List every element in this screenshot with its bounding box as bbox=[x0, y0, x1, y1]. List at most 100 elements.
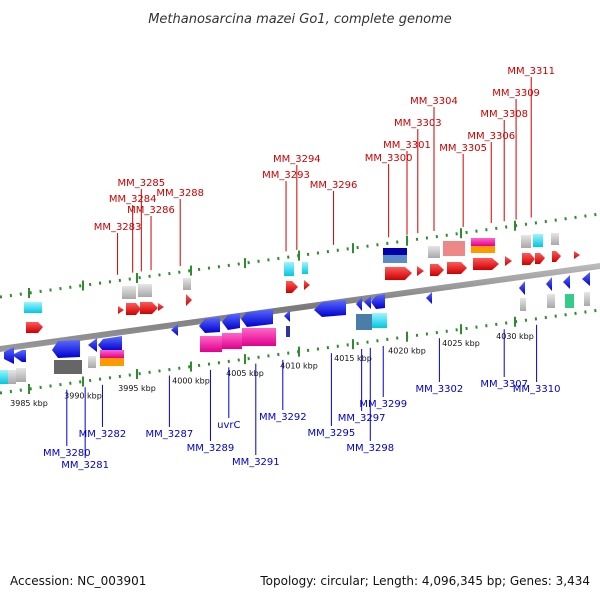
reverse-gene-label: MM_3292 bbox=[259, 412, 307, 423]
feature-block bbox=[356, 314, 372, 330]
feature-block bbox=[520, 298, 526, 311]
feature-block bbox=[547, 294, 555, 308]
feature-block bbox=[54, 360, 82, 374]
feature-block bbox=[242, 328, 276, 346]
feature-block bbox=[417, 266, 424, 276]
forward-gene-label: MM_3300 bbox=[365, 153, 413, 164]
forward-gene-label: MM_3301 bbox=[383, 140, 431, 151]
feature-block bbox=[385, 267, 412, 280]
feature-block bbox=[471, 246, 495, 253]
feature-block bbox=[428, 246, 440, 258]
forward-gene-label: MM_3305 bbox=[439, 143, 487, 154]
genome-summary-text: Topology: circular; Length: 4,096,345 bp… bbox=[259, 574, 590, 588]
forward-gene-label: MM_3303 bbox=[394, 118, 442, 129]
reverse-gene-label: MM_3281 bbox=[61, 460, 109, 471]
reverse-gene-label: MM_3299 bbox=[359, 399, 407, 410]
feature-block bbox=[241, 309, 273, 327]
forward-gene-label: MM_3288 bbox=[156, 188, 204, 199]
forward-tick-rail bbox=[0, 212, 600, 299]
forward-gene-label: MM_3284 bbox=[109, 194, 157, 205]
feature-block bbox=[100, 358, 124, 366]
map-title: Methanosarcina mazei Go1, complete genom… bbox=[148, 12, 452, 27]
scale-tick-label: 4005 kbp bbox=[226, 369, 264, 378]
genome-backbone bbox=[0, 263, 600, 352]
feature-block bbox=[304, 280, 310, 290]
feature-block bbox=[522, 253, 535, 265]
feature-blocks bbox=[0, 233, 590, 384]
feature-block bbox=[16, 368, 26, 382]
feature-block bbox=[521, 235, 531, 248]
reverse-gene-label: MM_3298 bbox=[346, 443, 394, 454]
feature-block bbox=[584, 292, 590, 306]
feature-block bbox=[98, 336, 122, 351]
feature-block bbox=[12, 350, 26, 362]
scale-tick-label: 4025 kbp bbox=[442, 339, 480, 348]
scale-ticks: 3985 kbp 3990 kbp 3995 kbp 4000 kbp 4005 kbp… bbox=[10, 220, 534, 408]
feature-block bbox=[284, 262, 294, 276]
accession-text: Accession: NC_003901 bbox=[10, 574, 146, 588]
feature-block bbox=[443, 241, 465, 256]
feature-block bbox=[505, 256, 512, 266]
reverse-gene-label: MM_3282 bbox=[79, 429, 127, 440]
reverse-gene-label: MM_3287 bbox=[146, 429, 194, 440]
feature-block bbox=[122, 286, 136, 299]
feature-block bbox=[222, 313, 240, 330]
feature-block bbox=[88, 356, 96, 368]
feature-block bbox=[565, 294, 574, 308]
feature-block bbox=[546, 277, 552, 291]
feature-block bbox=[52, 340, 80, 358]
feature-block bbox=[158, 303, 164, 311]
feature-block bbox=[286, 326, 290, 337]
feature-block bbox=[473, 258, 499, 270]
scale-tick-label: 4030 kbp bbox=[496, 332, 534, 341]
feature-block bbox=[8, 370, 16, 384]
feature-block bbox=[471, 238, 495, 246]
scale-tick-label: 4000 kbp bbox=[172, 377, 210, 386]
feature-block bbox=[563, 275, 570, 289]
feature-block bbox=[126, 303, 141, 315]
feature-block bbox=[582, 272, 590, 286]
forward-gene-label: MM_3296 bbox=[310, 180, 358, 191]
forward-gene-labels: MM_3283 MM_3284 MM_3285 MM_3286 MM_3288 MM_32… bbox=[94, 66, 555, 275]
forward-gene-label: MM_3306 bbox=[467, 131, 515, 142]
feature-block bbox=[24, 302, 42, 313]
reverse-tick-rail bbox=[0, 308, 600, 395]
feature-block bbox=[314, 300, 346, 317]
feature-block bbox=[383, 248, 407, 255]
feature-block bbox=[533, 234, 543, 247]
reverse-gene-label: MM_3302 bbox=[416, 384, 464, 395]
scale-tick-label: 3995 kbp bbox=[118, 384, 156, 393]
feature-block bbox=[426, 292, 432, 304]
feature-block bbox=[372, 313, 387, 328]
reverse-gene-label: MM_3280 bbox=[43, 448, 91, 459]
feature-block bbox=[186, 294, 192, 306]
scale-tick-label: 4010 kbp bbox=[280, 362, 318, 371]
reverse-gene-label: MM_3295 bbox=[308, 428, 356, 439]
feature-block bbox=[383, 255, 407, 263]
reverse-gene-label: uvrC bbox=[217, 420, 240, 431]
feature-block bbox=[356, 297, 362, 311]
feature-block bbox=[200, 336, 222, 352]
forward-gene-label: MM_3293 bbox=[262, 170, 310, 181]
scale-tick-label: 3985 kbp bbox=[10, 399, 48, 408]
forward-gene-label: MM_3294 bbox=[273, 154, 321, 165]
forward-gene-label: MM_3309 bbox=[492, 88, 540, 99]
feature-block bbox=[284, 310, 290, 322]
feature-block bbox=[430, 264, 444, 276]
feature-block bbox=[222, 333, 242, 349]
feature-block bbox=[100, 350, 124, 358]
reverse-gene-label: MM_3297 bbox=[338, 413, 386, 424]
feature-block bbox=[199, 317, 220, 333]
reverse-gene-label: MM_3307 bbox=[480, 379, 528, 390]
feature-block bbox=[4, 347, 14, 364]
feature-block bbox=[574, 251, 580, 259]
feature-block bbox=[138, 284, 152, 297]
feature-block bbox=[371, 294, 385, 309]
scale-tick-label: 3990 kbp bbox=[64, 392, 102, 401]
reverse-gene-label: MM_3310 bbox=[513, 384, 561, 395]
feature-block bbox=[302, 262, 308, 274]
feature-block bbox=[183, 278, 191, 290]
forward-gene-label: MM_3311 bbox=[507, 66, 555, 77]
